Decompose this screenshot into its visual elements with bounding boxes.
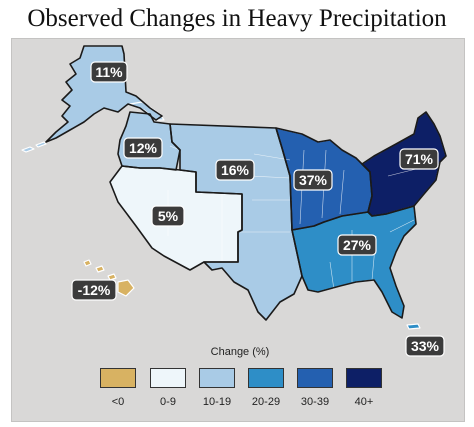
badge-hawaii-label: -12%	[78, 282, 111, 298]
badge-midwest: 37%	[293, 169, 333, 191]
legend-label-30-39: 30-39	[300, 396, 330, 408]
region-boundaries	[45, 45, 447, 321]
badge-puerto-rico-label: 33%	[411, 338, 440, 354]
region-hawaii	[83, 259, 135, 297]
legend-label-0-9: 0-9	[160, 396, 176, 408]
legend-swatch-40plus	[346, 368, 382, 388]
map-title: Observed Changes in Heavy Precipitation	[27, 5, 447, 32]
legend-label-40plus: 40+	[354, 396, 374, 408]
badge-alaska-label: 11%	[95, 64, 123, 80]
badge-southwest: 5%	[151, 205, 185, 227]
badge-southwest-label: 5%	[158, 208, 179, 224]
badge-great-plains: 16%	[215, 159, 255, 181]
region-puerto-rico	[406, 323, 421, 330]
badge-puerto-rico: 33%	[405, 335, 445, 357]
legend-label-10-19: 10-19	[202, 396, 232, 408]
legend-swatch-10-19	[199, 368, 235, 388]
badge-northeast: 71%	[399, 148, 439, 170]
badge-alaska: 11%	[90, 61, 128, 83]
badge-midwest-label: 37%	[299, 172, 328, 188]
legend-label-20-29: 20-29	[251, 396, 281, 408]
badge-northwest: 12%	[123, 137, 163, 159]
legend-swatch-0-9	[150, 368, 186, 388]
badge-hawaii: -12%	[71, 279, 117, 301]
legend-swatch-neg	[100, 368, 136, 388]
badge-great-plains-label: 16%	[221, 162, 250, 178]
hawaii-island-kauai	[83, 259, 92, 267]
badge-southeast: 27%	[337, 234, 377, 256]
legend-label-neg: <0	[111, 396, 125, 408]
hawaii-island-maui	[107, 273, 117, 281]
badge-southeast-label: 27%	[343, 237, 372, 253]
aleutian-islands	[21, 141, 47, 153]
legend-title: Change (%)	[210, 346, 270, 358]
badge-northeast-label: 71%	[405, 151, 434, 167]
hawaii-island-oahu	[95, 265, 105, 273]
hawaii-island-big	[117, 279, 135, 297]
legend-swatch-20-29	[248, 368, 284, 388]
badge-northwest-label: 12%	[129, 140, 158, 156]
legend-swatch-30-39	[297, 368, 333, 388]
